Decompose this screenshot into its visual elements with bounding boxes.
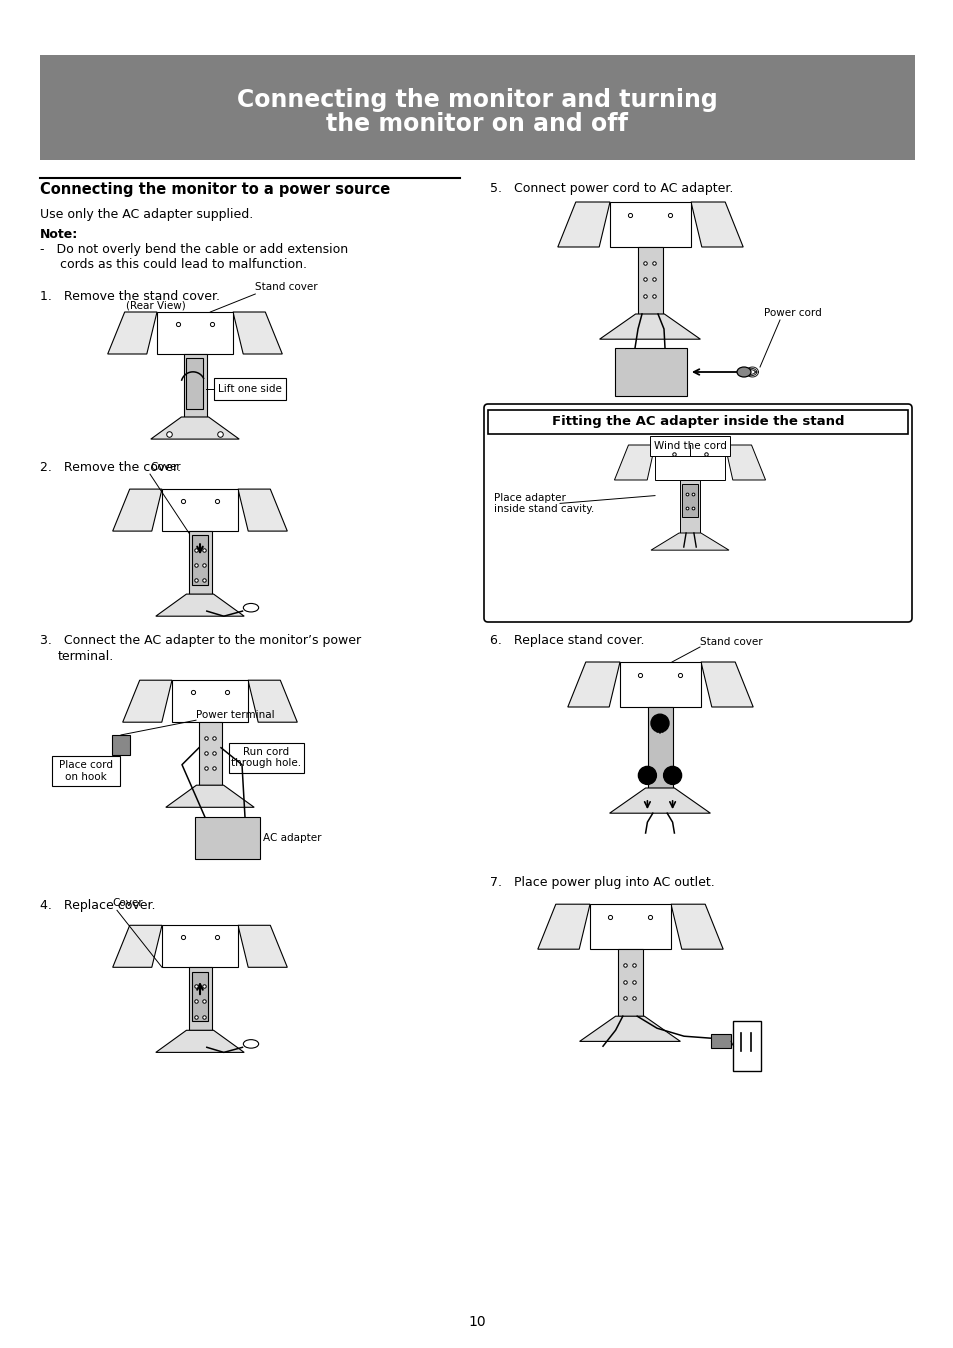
Bar [213, 377, 286, 400]
Text: Fitting the AC adapter inside the stand: Fitting the AC adapter inside the stand [551, 415, 843, 429]
Bar [194, 817, 260, 859]
Circle shape [638, 767, 656, 785]
Polygon shape [567, 662, 619, 706]
Polygon shape [151, 417, 239, 439]
Text: 2.   Remove the cover.: 2. Remove the cover. [40, 461, 181, 474]
Polygon shape [614, 445, 655, 480]
Polygon shape [599, 314, 700, 340]
Bar [488, 410, 907, 434]
Text: Place cord
on hook: Place cord on hook [59, 760, 112, 782]
Polygon shape [690, 202, 742, 247]
Text: 7.   Place power plug into AC outlet.: 7. Place power plug into AC outlet. [490, 876, 714, 890]
Polygon shape [609, 789, 710, 813]
Polygon shape [112, 925, 162, 968]
Text: Connecting the monitor to a power source: Connecting the monitor to a power source [40, 182, 390, 197]
Bar [184, 355, 207, 417]
Text: 10: 10 [468, 1316, 485, 1329]
Bar [649, 435, 729, 456]
Bar [186, 359, 203, 410]
Text: (Rear View): (Rear View) [126, 301, 186, 310]
Polygon shape [558, 202, 609, 247]
Bar [655, 445, 724, 480]
Text: -   Do not overly bend the cable or add extension
     cords as this could lead : - Do not overly bend the cable or add ex… [40, 243, 348, 271]
Bar [193, 972, 208, 1020]
Polygon shape [237, 925, 287, 968]
Text: 5.   Connect power cord to AC adapter.: 5. Connect power cord to AC adapter. [490, 182, 733, 195]
Bar [618, 949, 642, 1016]
Polygon shape [724, 445, 764, 480]
Text: the monitor on and off: the monitor on and off [326, 112, 627, 136]
Circle shape [663, 767, 680, 785]
Bar [193, 535, 208, 585]
Bar [609, 202, 690, 247]
Text: 2: 2 [656, 718, 662, 728]
Polygon shape [155, 594, 244, 616]
Text: terminal.: terminal. [58, 650, 114, 663]
Text: Lift one side: Lift one side [218, 384, 282, 394]
Ellipse shape [737, 367, 750, 377]
Polygon shape [123, 681, 172, 723]
Bar [189, 531, 212, 594]
Bar [189, 968, 212, 1030]
Text: Note:: Note: [40, 228, 78, 241]
Bar [647, 706, 672, 789]
Bar [40, 55, 914, 160]
Polygon shape [112, 489, 162, 531]
Text: Cover: Cover [150, 462, 180, 472]
Polygon shape [670, 905, 722, 949]
Text: 3.   Connect the AC adapter to the monitor’s power: 3. Connect the AC adapter to the monitor… [40, 634, 361, 647]
Bar [679, 480, 700, 532]
Polygon shape [650, 532, 728, 550]
Bar [619, 662, 700, 706]
Bar [162, 489, 237, 531]
Polygon shape [537, 905, 589, 949]
Polygon shape [248, 681, 297, 723]
Text: Stand cover: Stand cover [255, 282, 317, 293]
Text: Wind the cord: Wind the cord [653, 441, 725, 452]
Text: Power cord: Power cord [763, 307, 821, 318]
Ellipse shape [243, 1039, 258, 1049]
Polygon shape [700, 662, 753, 706]
Bar [589, 905, 670, 949]
Bar [638, 247, 662, 314]
Polygon shape [237, 489, 287, 531]
Text: 1.   Remove the stand cover.: 1. Remove the stand cover. [40, 290, 220, 303]
Text: Stand cover: Stand cover [700, 638, 761, 647]
Polygon shape [233, 311, 282, 355]
Circle shape [650, 714, 668, 732]
Bar [172, 681, 248, 723]
Bar [710, 1034, 730, 1049]
Bar [229, 743, 304, 772]
Bar [681, 484, 697, 516]
Bar [52, 756, 120, 786]
Text: Power terminal: Power terminal [195, 710, 274, 720]
Bar [733, 1022, 760, 1072]
Bar [199, 723, 222, 785]
Text: 4.   Replace cover.: 4. Replace cover. [40, 899, 155, 913]
FancyBboxPatch shape [483, 404, 911, 621]
Polygon shape [166, 785, 253, 807]
Text: Use only the AC adapter supplied.: Use only the AC adapter supplied. [40, 208, 253, 221]
Text: Place adapter
inside stand cavity.: Place adapter inside stand cavity. [494, 492, 594, 514]
Text: Connecting the monitor and turning: Connecting the monitor and turning [236, 88, 717, 112]
Polygon shape [108, 311, 157, 355]
Text: Cover: Cover [112, 898, 143, 909]
Bar [157, 311, 233, 355]
Text: 6.   Replace stand cover.: 6. Replace stand cover. [490, 634, 644, 647]
Polygon shape [155, 1030, 244, 1053]
Text: Run cord
through hole.: Run cord through hole. [231, 747, 301, 768]
Text: 1: 1 [668, 771, 676, 780]
Text: AC adapter: AC adapter [263, 833, 321, 844]
Polygon shape [579, 1016, 679, 1042]
Ellipse shape [243, 604, 258, 612]
Bar [162, 925, 237, 968]
Text: 1: 1 [643, 771, 650, 780]
Bar [615, 348, 686, 396]
Bar [112, 735, 130, 755]
